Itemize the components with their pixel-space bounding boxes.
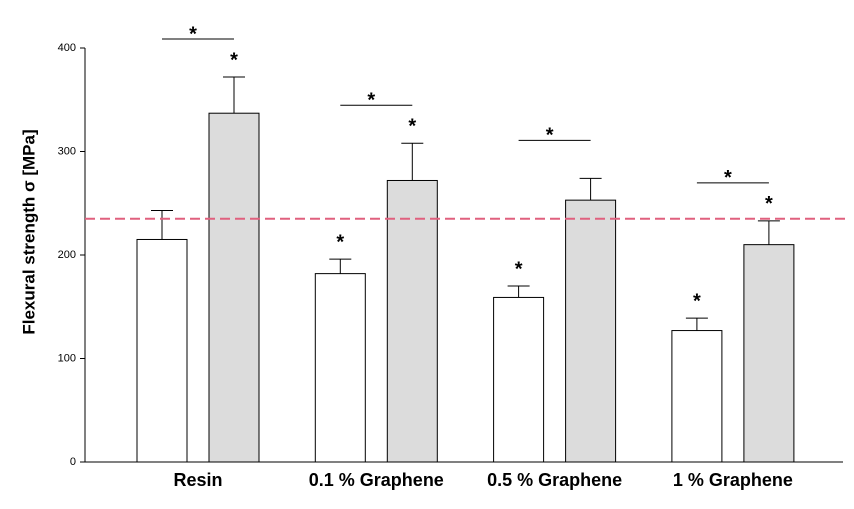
significance-star: * [515, 258, 523, 280]
y-tick-label: 0 [70, 456, 76, 468]
x-tick-label: 0.1 % Graphene [309, 470, 444, 490]
bracket-star: * [189, 23, 197, 45]
bracket-star: * [367, 90, 375, 112]
bar [493, 296, 545, 463]
significance-star: * [336, 231, 344, 253]
bar [671, 330, 723, 463]
x-tick-label: Resin [173, 470, 222, 490]
y-tick-label: 100 [58, 352, 76, 364]
bracket-star: * [724, 167, 732, 189]
significance-star: * [230, 49, 238, 71]
bar [208, 112, 260, 463]
significance-star: * [765, 193, 773, 215]
x-tick-label: 1 % Graphene [673, 470, 793, 490]
significance-star: * [408, 116, 416, 138]
y-tick-label: 200 [58, 249, 76, 261]
x-tick-label: 0.5 % Graphene [487, 470, 622, 490]
y-tick-label: 300 [58, 145, 76, 157]
bar [136, 238, 188, 463]
bar [386, 179, 438, 463]
y-tick-label: 400 [58, 42, 76, 54]
bracket-star: * [546, 125, 554, 147]
significance-star: * [693, 290, 701, 312]
bar [314, 273, 366, 463]
y-axis-label: Flexural strength σ [MPa] [19, 129, 38, 334]
bar [565, 199, 617, 463]
bar [743, 244, 795, 463]
